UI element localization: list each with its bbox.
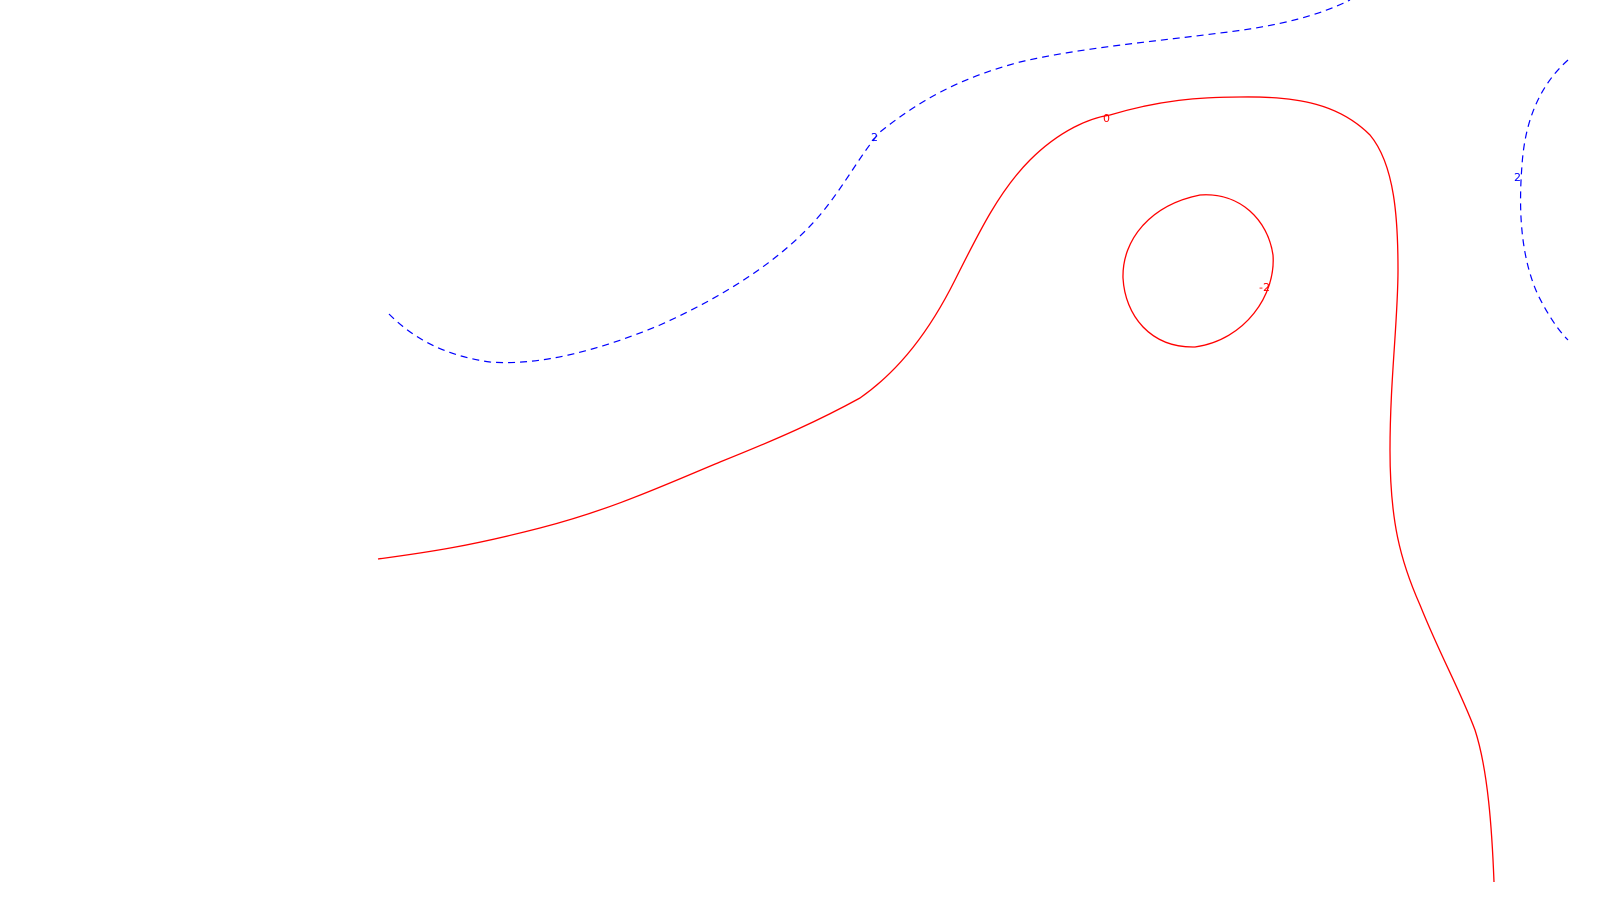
contour-right-dashed-label: 2 [1514,171,1521,184]
contour-right-dashed: 2 [1514,59,1569,341]
contour-upper-dashed-label: 2 [871,131,878,144]
contour-loop-line [1122,194,1274,348]
contour-loop-label: -2 [1259,281,1270,294]
contour-zero-label: 0 [1103,112,1110,125]
contour-zero-line [377,96,1495,883]
contour-loop: -2 [1122,194,1274,348]
contour-zero: 0 [377,96,1495,883]
contour-upper-dashed: 2 [388,0,1351,364]
contour-upper-dashed-line [388,0,1351,364]
contour-right-dashed-line [1519,59,1569,341]
